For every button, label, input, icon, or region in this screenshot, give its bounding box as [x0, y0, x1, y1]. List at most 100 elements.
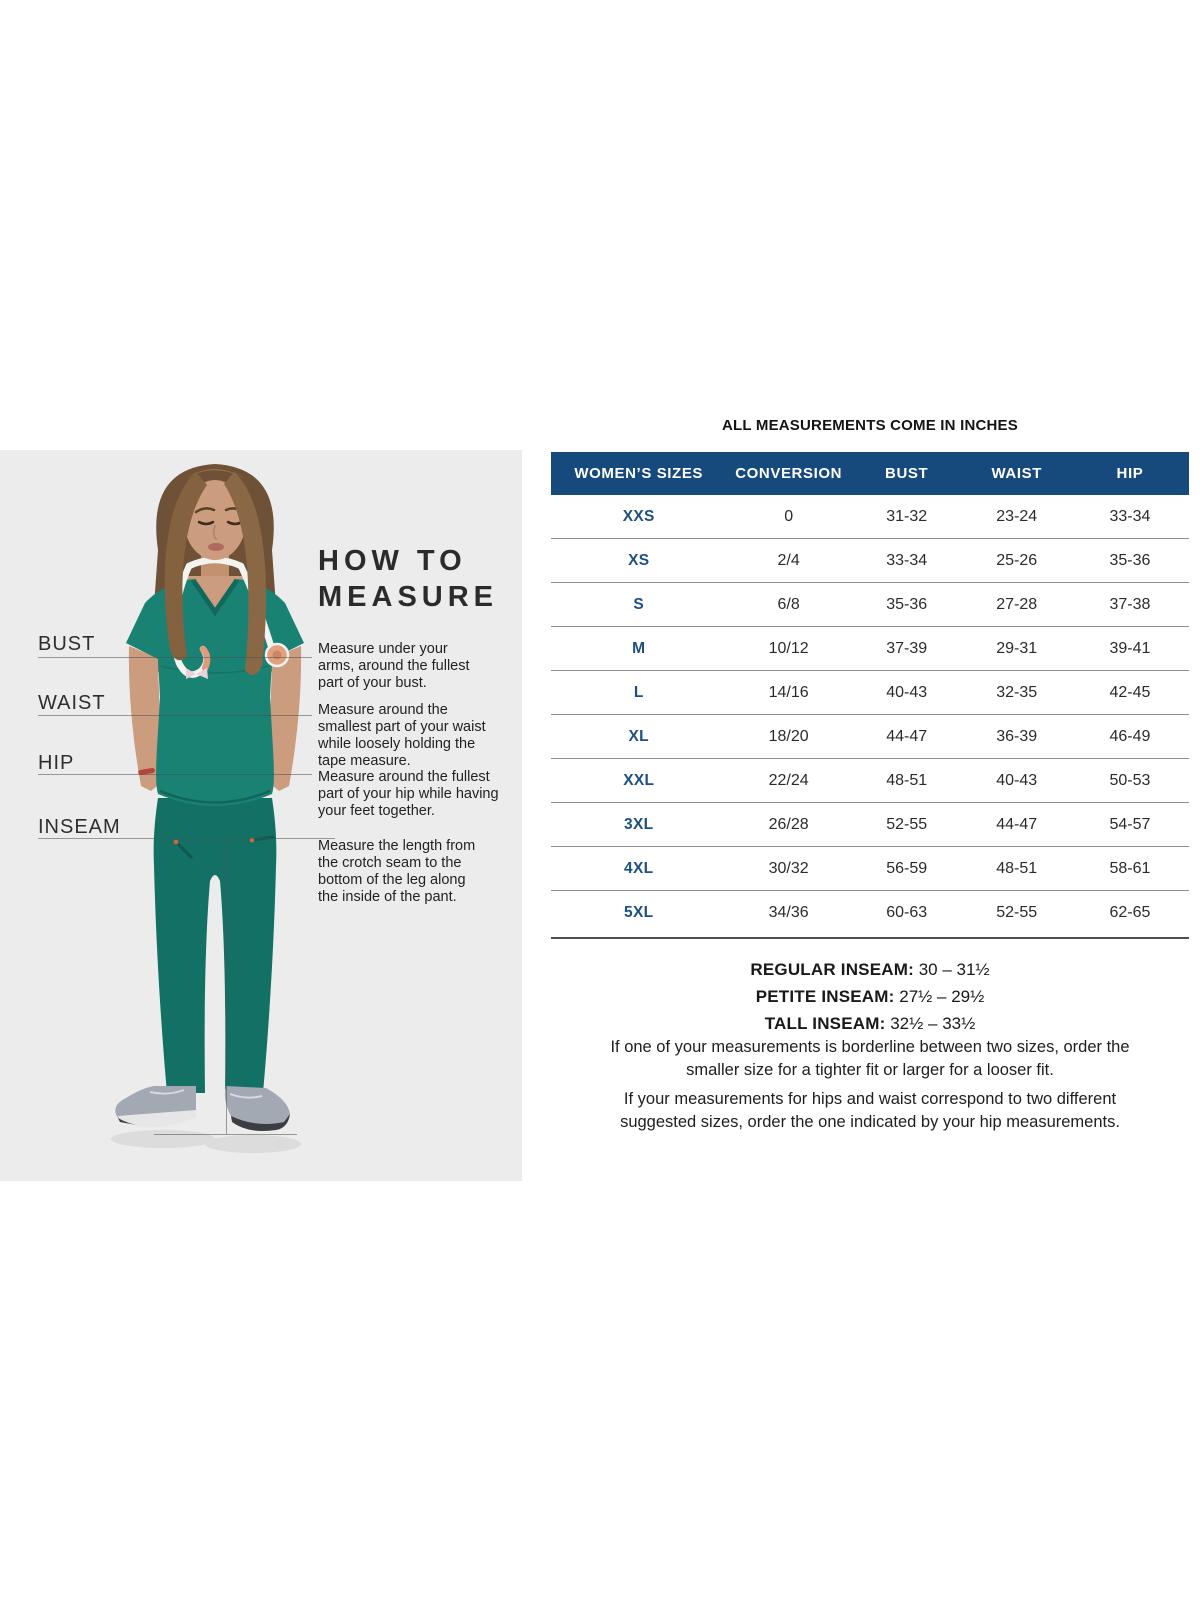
column-header-sizes: WOMEN’S SIZES: [574, 465, 704, 482]
waist-value: 44-47: [996, 815, 1038, 833]
hip-line: [38, 774, 312, 775]
tall-inseam-value: 32½ – 33½: [890, 1014, 976, 1033]
floor-line: [154, 1134, 297, 1135]
sizing-note-borderline: If one of your measurements is borderlin…: [610, 1038, 1130, 1079]
waist-instruction: Measure around the smallest part of your…: [318, 701, 486, 769]
hip-value: 46-49: [1109, 727, 1151, 745]
bust-value: 52-55: [886, 815, 928, 833]
inseam-vertical-line: [226, 838, 227, 1134]
waist-value: 25-26: [996, 551, 1038, 569]
table-row: 5XL 34/36 60-63 52-55 62-65: [551, 891, 1189, 934]
petite-inseam-value: 27½ – 29½: [899, 987, 985, 1006]
bust-value: 33-34: [886, 551, 928, 569]
conversion-value: 22/24: [768, 771, 809, 789]
size-value: XS: [628, 551, 650, 569]
table-header-row: WOMEN’S SIZES CONVERSION BUST WAIST HIP: [551, 452, 1189, 495]
waist-value: 36-39: [996, 727, 1038, 745]
bust-value: 40-43: [886, 683, 928, 701]
hip-instruction: Measure around the fullest part of your …: [318, 768, 499, 819]
table-row: M 10/12 37-39 29-31 39-41: [551, 627, 1189, 671]
size-value: S: [633, 595, 645, 613]
waist-value: 27-28: [996, 595, 1038, 613]
bust-value: 48-51: [886, 771, 928, 789]
bust-value: 31-32: [886, 507, 928, 525]
bust-value: 37-39: [886, 639, 928, 657]
hip-value: 54-57: [1109, 815, 1151, 833]
bust-instruction: Measure under your arms, around the full…: [318, 640, 470, 691]
shadow: [205, 1135, 301, 1153]
hip-value: 50-53: [1109, 771, 1151, 789]
waist-value: 52-55: [996, 903, 1038, 921]
size-value: XXL: [623, 771, 655, 789]
petite-inseam: PETITE INSEAM: 27½ – 29½: [551, 983, 1189, 1010]
bust-value: 60-63: [886, 903, 928, 921]
size-value: XL: [628, 727, 649, 745]
column-header-hip: HIP: [1116, 465, 1144, 482]
conversion-value: 2/4: [777, 551, 800, 569]
size-value: 5XL: [624, 903, 654, 921]
conversion-value: 34/36: [768, 903, 809, 921]
hip-label: HIP: [38, 752, 75, 774]
hip-value: 37-38: [1109, 595, 1151, 613]
hip-value: 58-61: [1109, 859, 1151, 877]
inseam-info: REGULAR INSEAM: 30 – 31½ PETITE INSEAM: …: [551, 956, 1189, 1037]
hip-value: 39-41: [1109, 639, 1151, 657]
table-row: XXS 0 31-32 23-24 33-34: [551, 495, 1189, 539]
chart-title: ALL MEASUREMENTS COME IN INCHES: [722, 417, 1018, 434]
bust-value: 56-59: [886, 859, 928, 877]
table-row: 3XL 26/28 52-55 44-47 54-57: [551, 803, 1189, 847]
conversion-value: 30/32: [768, 859, 809, 877]
size-value: 4XL: [624, 859, 654, 877]
regular-inseam-value: 30 – 31½: [918, 960, 990, 979]
size-value: M: [632, 639, 646, 657]
shadow: [111, 1130, 215, 1148]
bust-value: 44-47: [886, 727, 928, 745]
waist-value: 32-35: [996, 683, 1038, 701]
size-value: L: [633, 683, 644, 701]
inseam-instruction: Measure the length from the crotch seam …: [318, 837, 476, 905]
conversion-value: 10/12: [768, 639, 809, 657]
waist-line: [38, 715, 312, 716]
size-value: XXS: [622, 507, 655, 525]
hip-value: 62-65: [1109, 903, 1151, 921]
bust-line: [38, 657, 312, 658]
table-row: 4XL 30/32 56-59 48-51 58-61: [551, 847, 1189, 891]
bust-value: 35-36: [886, 595, 928, 613]
conversion-value: 6/8: [777, 595, 800, 613]
table-row: S 6/8 35-36 27-28 37-38: [551, 583, 1189, 627]
table-body: XXS 0 31-32 23-24 33-34 XS 2/4 33-34 25-…: [551, 495, 1189, 934]
waist-value: 48-51: [996, 859, 1038, 877]
sizing-note-hip-priority: If your measurements for hips and waist …: [620, 1090, 1120, 1131]
measurement-photo-panel: BUST WAIST HIP INSEAM HOW TO MEASURE Mea…: [0, 450, 522, 1181]
table-row: XS 2/4 33-34 25-26 35-36: [551, 539, 1189, 583]
table-row: XL 18/20 44-47 36-39 46-49: [551, 715, 1189, 759]
waist-label: WAIST: [38, 692, 106, 714]
table-bottom-rule: [551, 937, 1189, 939]
petite-inseam-label: PETITE INSEAM:: [755, 987, 895, 1006]
tall-inseam: TALL INSEAM: 32½ – 33½: [551, 1010, 1189, 1037]
conversion-value: 14/16: [768, 683, 809, 701]
bust-label: BUST: [38, 633, 96, 655]
inseam-label: INSEAM: [38, 816, 121, 838]
column-header-conversion: CONVERSION: [735, 465, 843, 482]
column-header-waist: WAIST: [991, 465, 1042, 482]
regular-inseam: REGULAR INSEAM: 30 – 31½: [551, 956, 1189, 983]
table-row: L 14/16 40-43 32-35 42-45: [551, 671, 1189, 715]
regular-inseam-label: REGULAR INSEAM:: [750, 960, 914, 979]
tall-inseam-label: TALL INSEAM:: [764, 1014, 886, 1033]
hip-value: 42-45: [1109, 683, 1151, 701]
waist-value: 23-24: [996, 507, 1038, 525]
conversion-value: 18/20: [768, 727, 809, 745]
waist-value: 40-43: [996, 771, 1038, 789]
hip-value: 35-36: [1109, 551, 1151, 569]
table-row: XXL 22/24 48-51 40-43 50-53: [551, 759, 1189, 803]
size-value: 3XL: [624, 815, 654, 833]
conversion-value: 0: [784, 507, 794, 525]
conversion-value: 26/28: [768, 815, 809, 833]
how-to-measure: HOW TO MEASURE: [318, 543, 518, 633]
inseam-line: [38, 838, 335, 839]
column-header-bust: BUST: [885, 465, 929, 482]
hip-value: 33-34: [1109, 507, 1151, 525]
waist-value: 29-31: [996, 639, 1038, 657]
